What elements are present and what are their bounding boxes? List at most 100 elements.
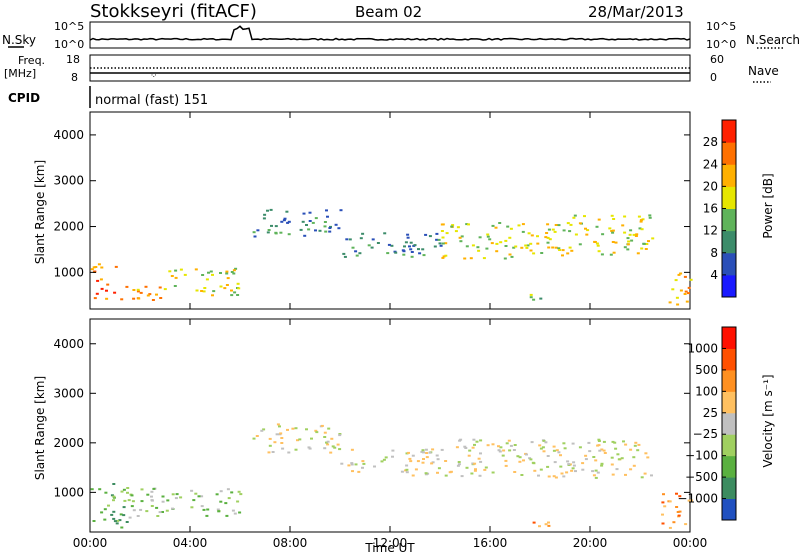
- velocity-cell: [617, 458, 621, 461]
- power-cell: [636, 252, 640, 255]
- velocity-cell: [661, 522, 665, 525]
- velocity-cell: [470, 472, 474, 475]
- power-cell: [287, 220, 291, 223]
- velocity-cell: [92, 520, 96, 522]
- nave-label: Nave: [748, 64, 779, 78]
- power-cell: [324, 230, 328, 233]
- velocity-xtick-label: 00:00: [673, 536, 708, 550]
- power-cell: [557, 224, 561, 227]
- velocity-cell: [491, 471, 495, 474]
- velocity-cell: [146, 493, 150, 496]
- velocity-cell: [174, 497, 178, 500]
- velocity-cell: [150, 499, 154, 502]
- power-cell: [568, 246, 572, 249]
- power-cell: [551, 246, 555, 249]
- velocity-cell: [542, 439, 546, 442]
- velocity-cell: [326, 443, 330, 446]
- velocity-cell: [382, 458, 386, 461]
- velocity-cell: [578, 446, 582, 449]
- velocity-cell: [596, 471, 600, 474]
- power-cell: [371, 238, 375, 241]
- power-cell: [383, 232, 387, 235]
- power-cell: [621, 224, 625, 227]
- power-cell: [450, 225, 454, 228]
- power-colorbar-segment: [722, 230, 736, 254]
- power-cell: [509, 227, 513, 230]
- cpid-label: CPID: [8, 91, 40, 105]
- power-cell: [471, 244, 475, 247]
- velocity-cell: [529, 458, 533, 461]
- power-cell: [628, 233, 632, 236]
- power-cell: [441, 223, 445, 226]
- date-title: 28/Mar/2013: [588, 3, 684, 21]
- power-cell: [136, 290, 140, 293]
- velocity-cell: [140, 500, 144, 503]
- velocity-cell: [161, 500, 165, 503]
- power-cell: [597, 218, 601, 221]
- power-cell: [596, 244, 600, 247]
- velocity-cell: [230, 491, 234, 494]
- power-cell: [209, 270, 213, 273]
- power-cell: [545, 232, 549, 234]
- power-cell: [256, 229, 260, 232]
- power-cell: [93, 297, 97, 300]
- power-cell: [547, 228, 551, 231]
- velocity-cell: [512, 449, 516, 451]
- power-cell: [428, 235, 432, 238]
- power-cell: [520, 246, 524, 249]
- velocity-cell: [122, 488, 126, 491]
- velocity-cell: [460, 475, 464, 478]
- velocity-cell: [592, 456, 596, 458]
- power-cell: [274, 232, 278, 235]
- freq-tick-high: 18: [66, 53, 80, 66]
- power-cell: [237, 287, 241, 290]
- velocity-colorbar-tick-label: 500: [695, 363, 718, 377]
- velocity-cell: [384, 456, 388, 459]
- power-cell: [329, 225, 332, 228]
- power-cell: [232, 272, 236, 275]
- velocity-cell: [161, 511, 164, 513]
- velocity-cell: [112, 483, 116, 485]
- velocity-cell: [330, 437, 334, 440]
- velocity-cell: [504, 464, 508, 467]
- power-cell: [390, 244, 394, 247]
- power-cell: [168, 270, 172, 273]
- power-cell: [351, 246, 355, 249]
- power-cell: [158, 286, 162, 289]
- velocity-cell: [632, 464, 636, 467]
- power-cell: [274, 225, 278, 228]
- power-cell: [614, 241, 618, 244]
- power-cell: [626, 248, 630, 251]
- velocity-cell: [405, 471, 409, 474]
- velocity-cell: [112, 499, 115, 502]
- velocity-cell: [464, 447, 468, 449]
- velocity-cell: [409, 460, 413, 463]
- power-cell: [641, 218, 645, 221]
- velocity-cell: [431, 461, 435, 464]
- nsearch-tick-low: 10^0: [706, 38, 736, 51]
- velocity-cell: [473, 443, 476, 446]
- velocity-cell: [637, 443, 641, 446]
- power-cell: [629, 229, 633, 232]
- velocity-cell: [197, 495, 201, 498]
- velocity-cell: [338, 434, 342, 437]
- power-cell: [456, 226, 460, 229]
- velocity-cell: [190, 489, 194, 492]
- power-cell: [159, 297, 163, 299]
- velocity-colorbar-tick-label: −25: [693, 427, 718, 441]
- velocity-cell: [217, 510, 221, 513]
- power-cell: [685, 300, 689, 303]
- velocity-cell: [362, 462, 366, 465]
- power-cell: [595, 242, 599, 245]
- velocity-cell: [522, 459, 525, 462]
- power-cell: [100, 266, 104, 269]
- velocity-cell: [347, 464, 351, 467]
- velocity-cell: [643, 472, 647, 475]
- frequency-panel: Freq. [MHz] 18 8 60 0 Nave ⁘: [4, 53, 779, 84]
- freq-label: Freq.: [18, 54, 45, 67]
- velocity-cell: [474, 468, 477, 471]
- velocity-cell: [587, 441, 591, 444]
- velocity-cell: [116, 519, 120, 522]
- velocity-cell: [592, 474, 596, 477]
- power-cell: [572, 216, 576, 219]
